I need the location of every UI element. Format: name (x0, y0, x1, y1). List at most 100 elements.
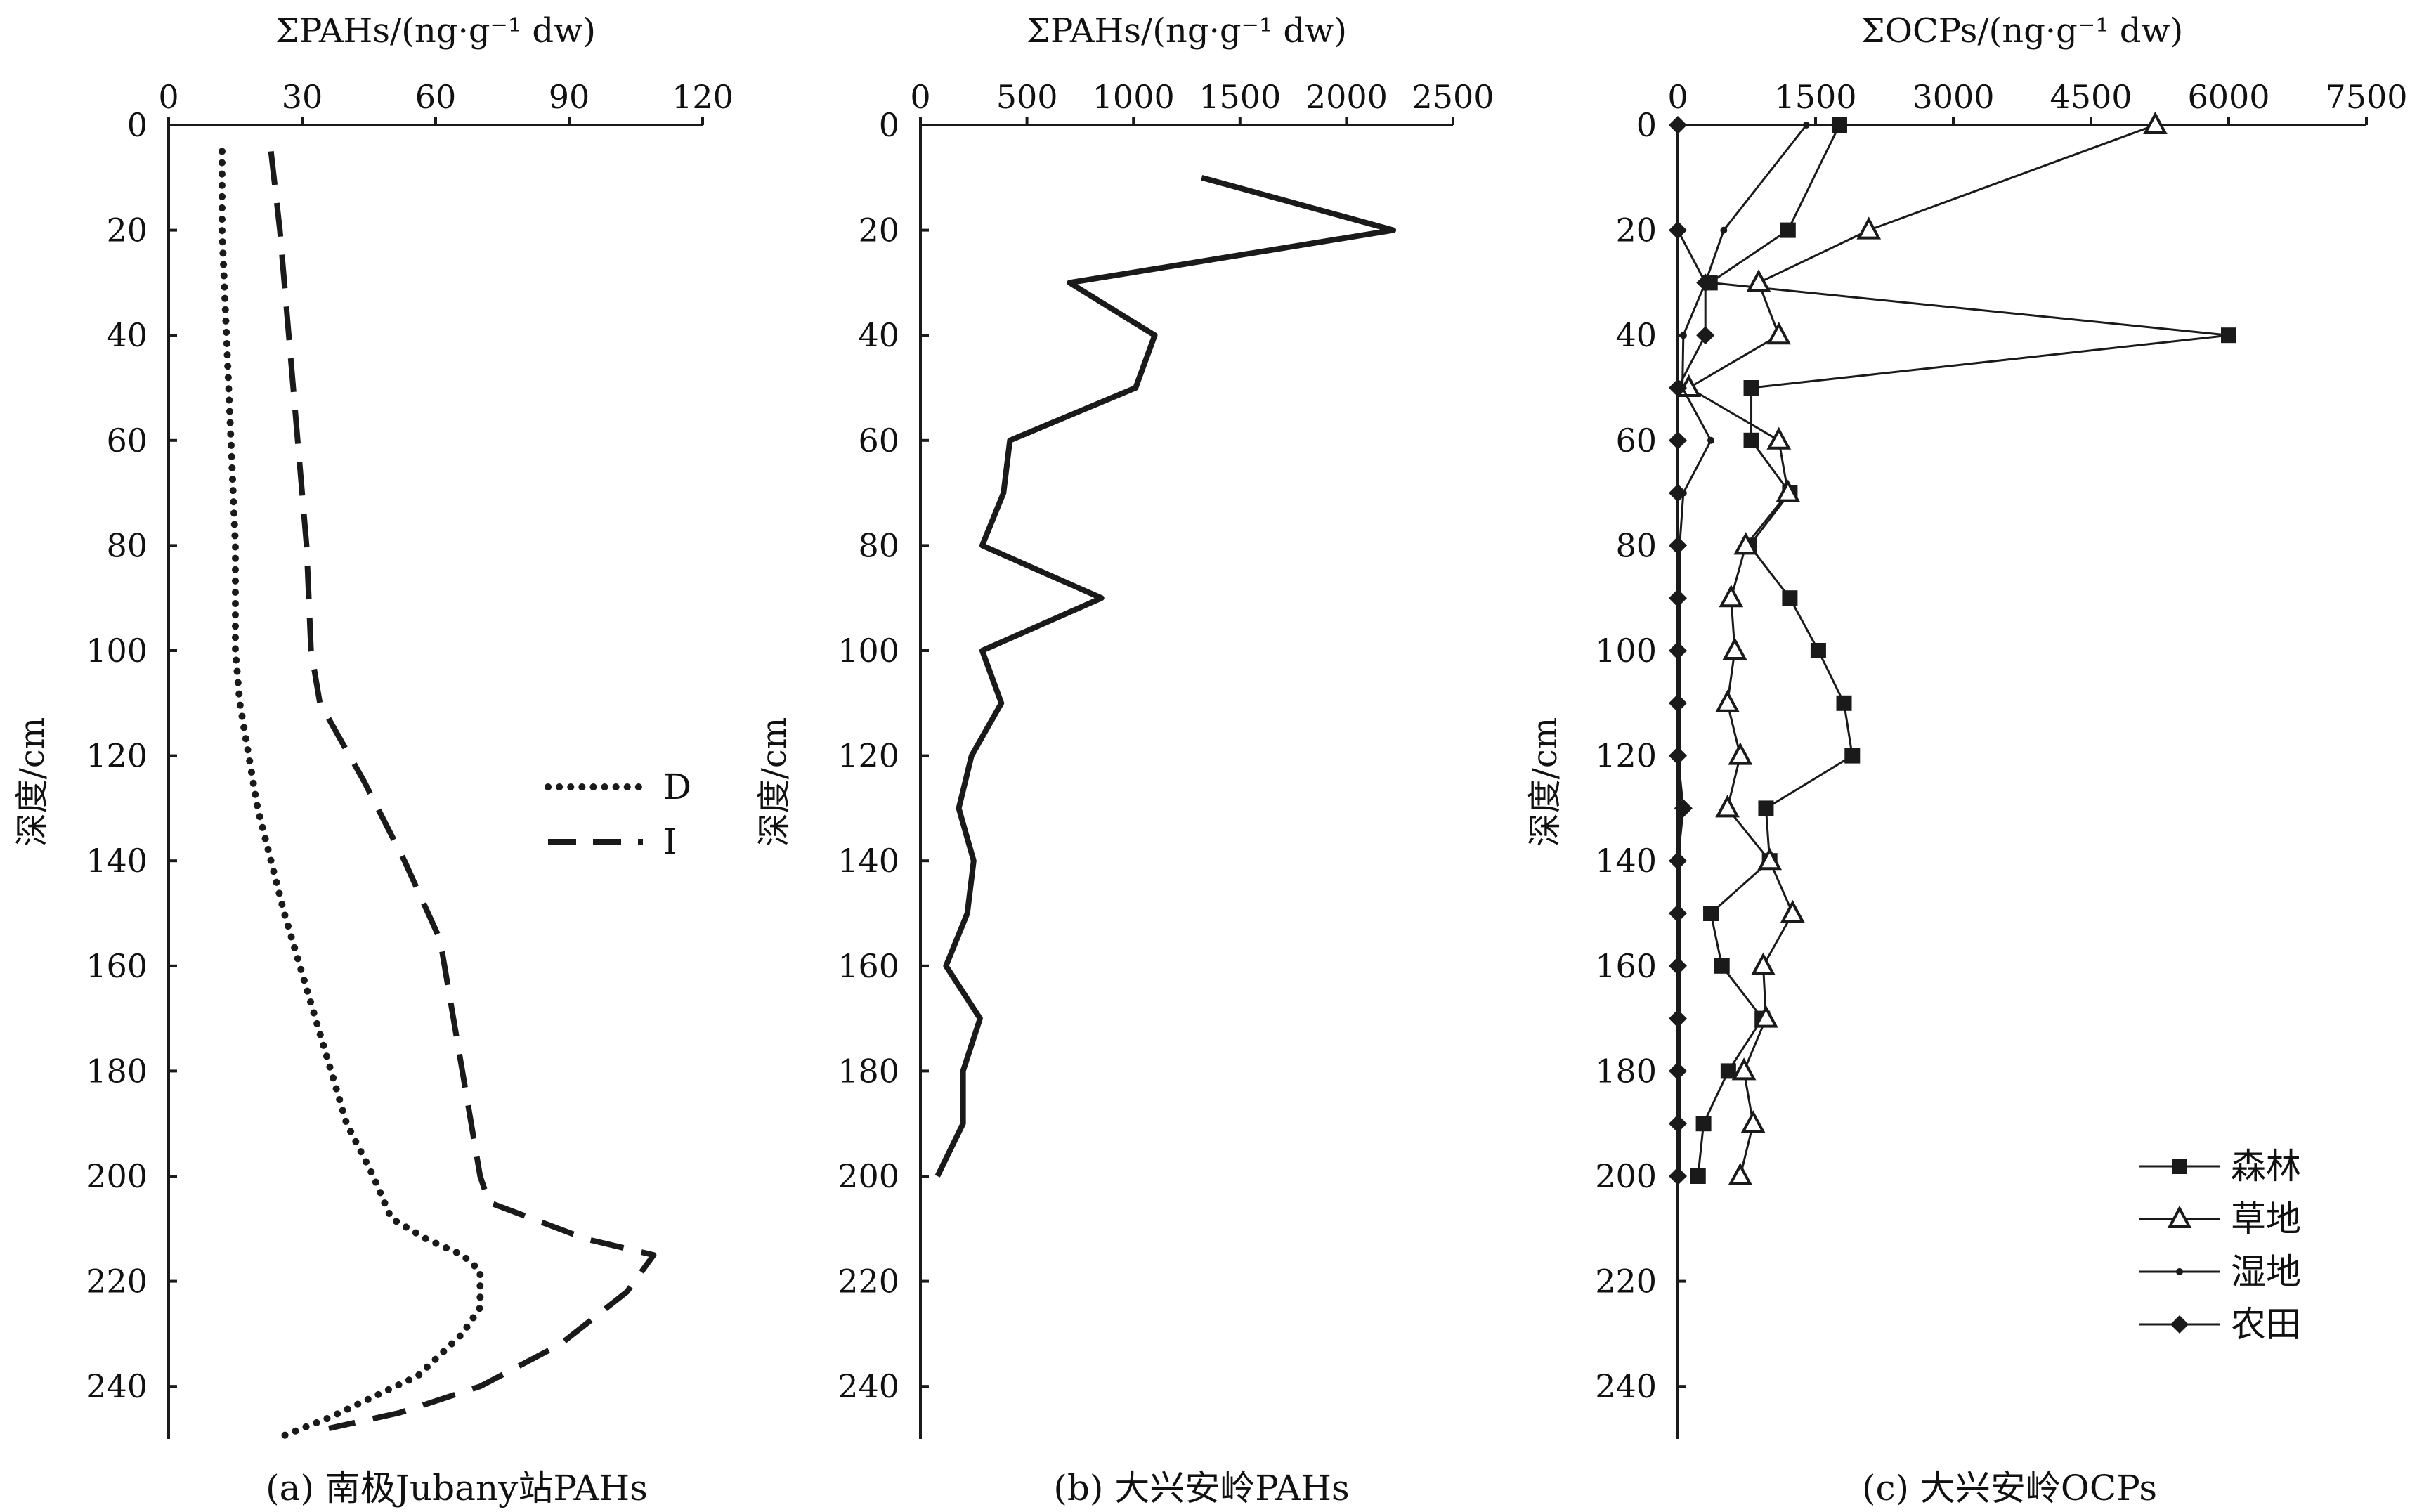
data-point-农田 (1669, 589, 1687, 608)
data-point-森林 (1844, 748, 1861, 764)
x-axis-title: ΣPAHs/(ng·g⁻¹ dw) (275, 11, 596, 51)
y-tick-label: 0 (127, 106, 148, 144)
data-point-草地 (1746, 269, 1771, 292)
y-axis-title: 深度/cm (13, 717, 52, 847)
x-tick-label: 6000 (2187, 78, 2269, 116)
data-point-农田 (1674, 799, 1693, 818)
data-point-草地 (1728, 1162, 1753, 1185)
y-tick-label: 220 (86, 1263, 148, 1301)
y-tick-label: 60 (858, 422, 899, 460)
data-point-湿地 (1679, 332, 1687, 339)
legend-marker-农田 (2170, 1315, 2189, 1334)
data-point-湿地 (1707, 436, 1715, 444)
y-tick-label: 240 (86, 1367, 148, 1405)
data-point-农田 (1669, 536, 1687, 555)
legend-label: 农田 (2231, 1304, 2301, 1345)
data-point-农田 (1669, 431, 1687, 450)
data-point-农田 (1669, 1167, 1687, 1185)
x-tick-label: 1500 (1774, 78, 1856, 116)
data-point-湿地 (1802, 122, 1810, 129)
y-tick-label: 180 (1595, 1052, 1657, 1090)
y-tick-label: 180 (86, 1052, 148, 1090)
x-tick-label: 3000 (1912, 78, 1994, 116)
x-tick-label: 30 (282, 78, 323, 116)
y-tick-label: 40 (1615, 316, 1657, 354)
data-point-农田 (1669, 221, 1687, 240)
y-tick-label: 200 (1595, 1157, 1657, 1195)
panel-caption: (a) 南极Jubany站PAHs (266, 1468, 648, 1508)
y-tick-label: 140 (838, 842, 899, 880)
x-tick-label: 0 (158, 78, 178, 116)
y-tick-label: 60 (106, 422, 148, 460)
legend-label: D (663, 767, 691, 807)
data-point-草地 (1740, 1109, 1766, 1133)
data-point-农田 (1669, 693, 1687, 712)
data-point-农田 (1669, 852, 1687, 871)
panel-c-daxinganling-ocps: 0 1500 3000 4500 6000 7500 0 20 40 60 80 100 120 140 1… (1525, 11, 2408, 1508)
x-axis-title: ΣPAHs/(ng·g⁻¹ dw) (1027, 11, 1347, 51)
y-tick-label: 80 (1615, 526, 1657, 564)
data-point-农田 (1696, 326, 1715, 345)
data-point-草地 (1728, 742, 1753, 765)
data-point-森林 (1836, 695, 1852, 711)
y-tick-label: 140 (86, 842, 148, 880)
data-point-草地 (1856, 216, 1882, 240)
y-tick-label: 180 (838, 1052, 899, 1090)
y-tick-label: 40 (106, 316, 148, 354)
data-point-森林 (1782, 590, 1798, 606)
data-point-草地 (1754, 1005, 1778, 1028)
data-point-农田 (1669, 1114, 1687, 1133)
y-tick-label: 120 (838, 737, 899, 775)
data-point-草地 (1780, 899, 1805, 923)
data-point-湿地 (1720, 226, 1728, 234)
panel-b-daxinganling-pahs: 0 500 1000 1500 2000 2500 0 20 40 60 80 100 120 140 16… (755, 11, 1494, 1508)
data-point-草地 (1751, 952, 1776, 975)
y-tick-label: 100 (1595, 632, 1657, 670)
y-tick-label: 140 (1595, 842, 1657, 880)
series-line-森林 (1697, 124, 2230, 1177)
panel-caption: (b) 大兴安岭PAHs (1053, 1468, 1349, 1508)
legend-marker-草地 (2167, 1205, 2192, 1228)
legend-label: 草地 (2231, 1199, 2301, 1239)
y-tick-label: 20 (858, 211, 899, 249)
data-point-森林 (1831, 117, 1847, 133)
x-tick-label: 120 (672, 78, 734, 116)
legend-marker-湿地 (2176, 1268, 2183, 1275)
x-tick-label: 90 (549, 78, 590, 116)
legend: DI (545, 767, 691, 862)
y-tick-label: 0 (1636, 106, 1657, 144)
x-tick-label: 500 (996, 78, 1058, 116)
y-tick-label: 160 (838, 947, 899, 985)
data-point-草地 (1733, 532, 1759, 555)
data-point-森林 (1743, 380, 1759, 396)
y-tick-label: 220 (838, 1263, 899, 1301)
y-tick-label: 220 (1595, 1263, 1657, 1301)
x-tick-label: 0 (1667, 78, 1688, 116)
y-tick-label: 80 (106, 526, 148, 564)
x-tick-label: 2500 (1412, 78, 1494, 116)
data-point-草地 (1715, 795, 1740, 818)
y-tick-label: 160 (86, 947, 148, 985)
series-line-D (219, 148, 484, 1442)
y-tick-label: 60 (1615, 422, 1657, 460)
data-point-森林 (1703, 906, 1719, 921)
data-point-草地 (1776, 479, 1801, 502)
x-tick-label: 0 (910, 78, 930, 116)
data-point-草地 (1719, 584, 1744, 608)
legend-label: I (663, 821, 677, 862)
x-tick-label: 2000 (1305, 78, 1388, 116)
y-tick-label: 100 (838, 632, 899, 670)
x-tick-label: 1000 (1093, 78, 1175, 116)
x-axis-title: ΣOCPs/(ng·g⁻¹ dw) (1861, 11, 2184, 51)
y-tick-label: 120 (1595, 737, 1657, 775)
series-line-I (268, 150, 657, 1431)
series-line-湿地 (1679, 124, 1808, 1176)
data-point-草地 (2143, 111, 2168, 134)
data-point-草地 (1766, 426, 1792, 450)
legend-label: 森林 (2231, 1146, 2301, 1187)
panel-caption: (c) 大兴安岭OCPs (1862, 1468, 2157, 1508)
y-tick-label: 80 (858, 526, 899, 564)
y-tick-label: 240 (838, 1367, 899, 1405)
